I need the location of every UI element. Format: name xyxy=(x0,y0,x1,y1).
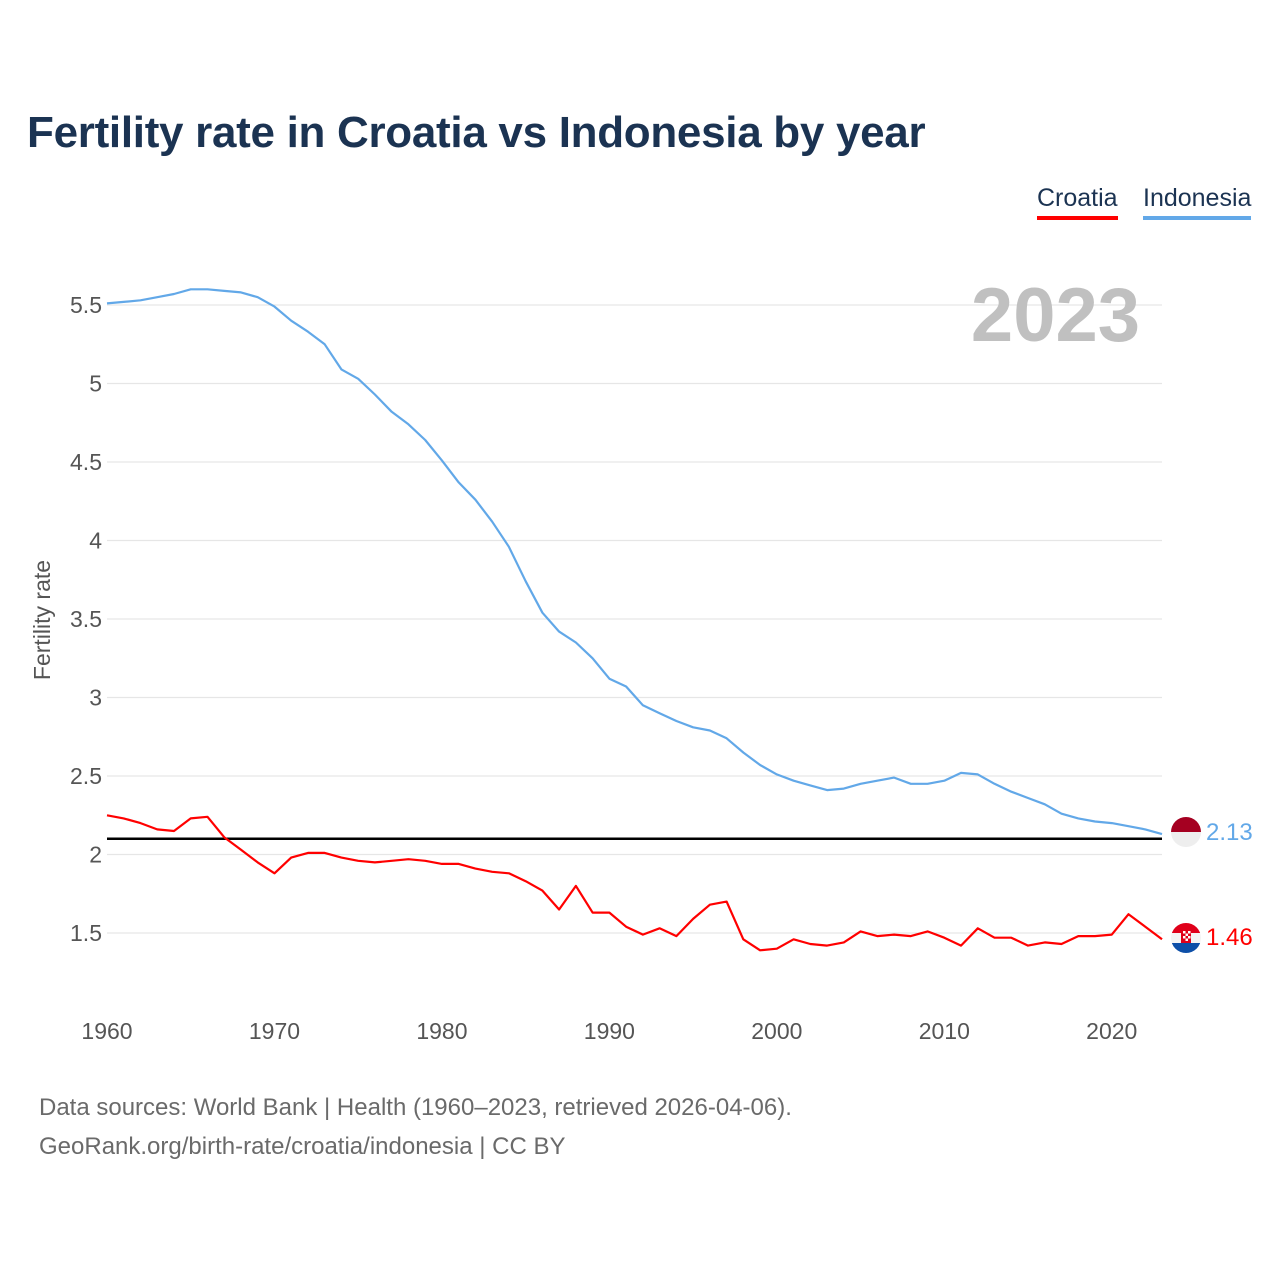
y-axis-label: Fertility rate xyxy=(29,560,55,680)
x-tick-label: 1990 xyxy=(584,1018,635,1044)
y-tick-label: 3.5 xyxy=(70,606,102,632)
series-line-indonesia xyxy=(106,288,1163,836)
x-tick-label: 2000 xyxy=(751,1018,802,1044)
croatia-end-label: 1.46 xyxy=(1206,924,1253,951)
x-axis-ticks: 1960 1970 1980 1990 2000 2010 2020 xyxy=(81,1018,1137,1044)
gridlines xyxy=(107,304,1162,934)
year-watermark: 2023 xyxy=(971,273,1140,358)
y-tick-label: 2.5 xyxy=(70,763,102,789)
indonesia-flag-icon xyxy=(1171,817,1201,847)
y-tick-label: 4 xyxy=(89,528,102,554)
y-tick-label: 1.5 xyxy=(70,920,102,946)
series-line-croatia xyxy=(106,814,1163,952)
y-tick-label: 3 xyxy=(89,685,102,711)
y-tick-label: 2 xyxy=(89,842,102,868)
source-line: Data sources: World Bank | Health (1960–… xyxy=(39,1094,792,1121)
x-tick-label: 1970 xyxy=(249,1018,300,1044)
y-tick-label: 4.5 xyxy=(70,449,102,475)
x-tick-label: 1960 xyxy=(81,1018,132,1044)
source-link[interactable]: GeoRank.org/birth-rate/croatia/indonesia… xyxy=(39,1133,566,1160)
y-tick-label: 5 xyxy=(89,371,102,397)
indonesia-end-label: 2.13 xyxy=(1206,819,1253,846)
x-tick-label: 2010 xyxy=(919,1018,970,1044)
legend-indonesia[interactable]: Indonesia xyxy=(1143,184,1252,220)
source-note: Data sources: World Bank | Health (1960–… xyxy=(39,1088,792,1166)
x-tick-label: 2020 xyxy=(1086,1018,1137,1044)
x-tick-label: 1980 xyxy=(416,1018,467,1044)
croatia-flag-icon xyxy=(1171,923,1201,953)
legend-croatia[interactable]: Croatia xyxy=(1037,184,1118,220)
chart-title: Fertility rate in Croatia vs Indonesia b… xyxy=(27,108,926,157)
series-lines xyxy=(106,288,1163,952)
y-tick-label: 5.5 xyxy=(70,292,102,318)
y-axis-ticks: 1.5 2 2.5 3 3.5 4 4.5 5 5.5 xyxy=(70,292,102,946)
